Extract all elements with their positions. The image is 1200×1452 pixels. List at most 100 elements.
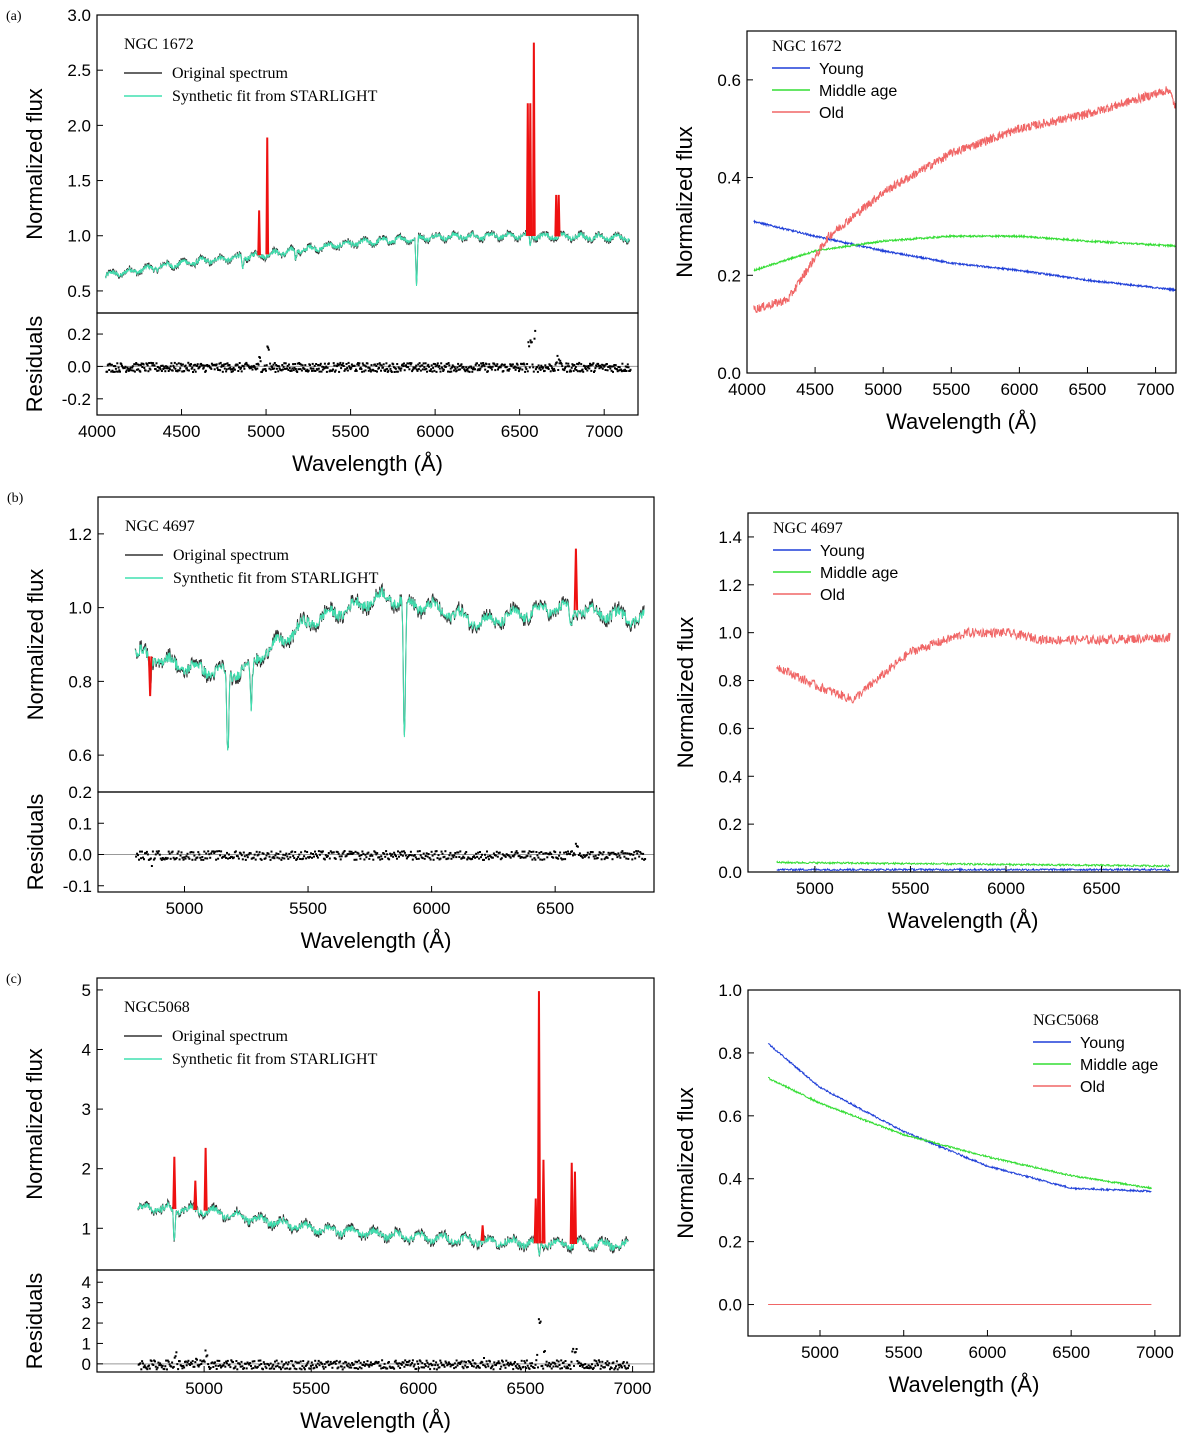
galaxy-name: NGC 4697 xyxy=(125,518,195,535)
residual-point xyxy=(222,365,225,368)
residual-point xyxy=(324,854,327,857)
residual-point xyxy=(201,364,204,367)
residual-point xyxy=(268,1364,270,1367)
residual-point xyxy=(282,1364,285,1367)
residual-point xyxy=(424,362,427,365)
residual-point xyxy=(357,364,360,367)
fit-xtick-label: 5500 xyxy=(292,1379,330,1398)
residual-point xyxy=(381,1359,384,1362)
residual-point xyxy=(224,1365,227,1368)
residual-point xyxy=(272,1363,275,1366)
residual-point xyxy=(315,363,318,365)
residual-point xyxy=(400,367,403,370)
residual-point xyxy=(518,855,521,858)
residual-point xyxy=(263,368,265,371)
residual-ytick-label: 0.0 xyxy=(68,846,92,865)
residual-point xyxy=(192,371,194,373)
residual-point xyxy=(243,1367,246,1370)
residual-point xyxy=(285,852,288,855)
residual-point xyxy=(406,855,409,858)
residual-point xyxy=(470,367,473,370)
residual-point xyxy=(446,363,449,366)
pop-ytick-label: 0.2 xyxy=(718,815,742,834)
residual-point xyxy=(208,364,211,367)
residual-point xyxy=(580,363,583,366)
residual-point xyxy=(362,363,365,366)
residual-point xyxy=(317,364,320,366)
residual-point xyxy=(630,853,633,856)
residual-point xyxy=(389,367,392,370)
residual-point xyxy=(325,365,328,368)
residual-point xyxy=(334,369,337,372)
residual-point xyxy=(341,1368,344,1371)
residual-point xyxy=(423,857,426,860)
residual-point xyxy=(191,366,194,369)
residual-point xyxy=(288,852,291,855)
residual-point xyxy=(380,364,383,367)
residual-point xyxy=(181,856,184,859)
legend-synthetic-label: Synthetic fit from STARLIGHT xyxy=(173,570,379,587)
residual-point xyxy=(320,370,323,373)
residual-point xyxy=(231,370,234,373)
residual-point xyxy=(179,362,182,365)
residual-point xyxy=(549,370,552,373)
residual-point xyxy=(410,1363,413,1366)
residual-point xyxy=(140,362,143,365)
residual-point xyxy=(452,365,455,368)
residual-point xyxy=(572,364,575,367)
residual-point xyxy=(573,1364,575,1367)
residual-point xyxy=(137,363,140,366)
residual-point xyxy=(547,366,549,369)
residual-point xyxy=(142,1362,144,1365)
residual-point xyxy=(502,370,505,372)
residual-point xyxy=(314,850,316,853)
residual-point xyxy=(478,369,481,372)
residual-point xyxy=(614,367,616,370)
residual-point xyxy=(395,370,398,373)
residual-point xyxy=(349,1364,352,1367)
residual-point xyxy=(301,364,304,367)
residual-y-axis-label: Residuals xyxy=(22,316,47,413)
fit-ytick-label: 2.5 xyxy=(67,61,91,80)
residual-point xyxy=(254,1365,257,1368)
residual-point xyxy=(467,366,470,369)
residual-point xyxy=(304,1365,307,1367)
residual-point xyxy=(611,858,614,861)
residual-point xyxy=(594,367,597,370)
galaxy-name: NGC 1672 xyxy=(124,36,194,53)
panel-label: (a) xyxy=(6,9,22,24)
residual-point xyxy=(555,1359,558,1362)
residual-point xyxy=(152,362,155,365)
legend-label-old: Old xyxy=(820,587,845,604)
residual-point xyxy=(294,368,297,370)
residual-point xyxy=(561,365,564,368)
residual-point xyxy=(443,1365,446,1368)
residual-point xyxy=(218,850,221,853)
residual-point xyxy=(198,1363,201,1366)
residual-point xyxy=(258,1364,261,1367)
residual-point xyxy=(409,363,412,366)
residual-point xyxy=(612,365,615,368)
residual-point xyxy=(482,1364,485,1366)
residual-point xyxy=(331,1366,334,1369)
residual-y-axis-label: Residuals xyxy=(22,1273,47,1370)
residual-point xyxy=(211,1361,214,1364)
residual-point xyxy=(167,850,170,853)
residual-point xyxy=(337,364,340,366)
residual-point xyxy=(297,856,300,858)
residual-point xyxy=(581,368,584,371)
residual-point xyxy=(423,1366,426,1369)
residual-point xyxy=(294,851,297,853)
residual-point xyxy=(136,852,139,855)
residual-point xyxy=(267,348,270,351)
residual-point xyxy=(262,1361,265,1364)
residual-point xyxy=(281,1366,284,1369)
residual-point xyxy=(442,370,445,372)
residual-point xyxy=(613,364,616,366)
residual-point xyxy=(179,367,182,370)
residual-point xyxy=(258,851,261,854)
residual-point xyxy=(483,1364,486,1367)
residual-point xyxy=(590,1366,593,1369)
residual-point xyxy=(516,1363,519,1366)
